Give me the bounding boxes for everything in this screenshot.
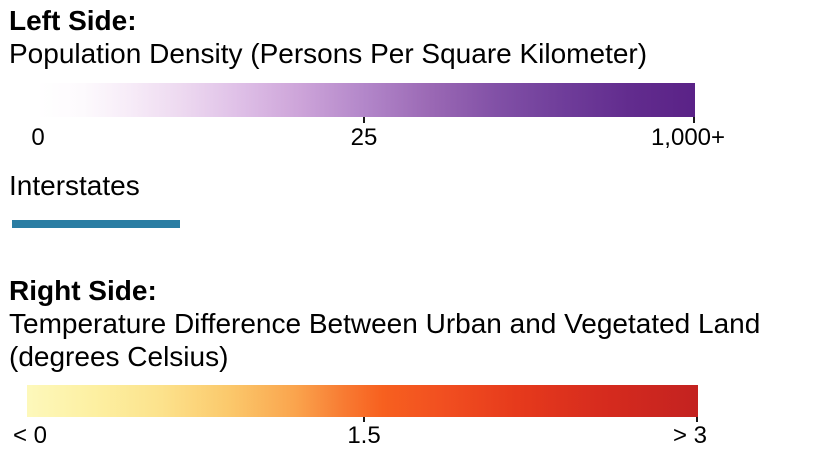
temperature-colorbar-max-label: > 3 — [672, 422, 708, 449]
temperature-colorbar-max-tick — [696, 417, 698, 422]
temperature-colorbar-mid-tick — [363, 417, 365, 422]
temperature-subtitle-line2: (degrees Celsius) — [9, 341, 229, 372]
temperature-colorbar-min-label: < 0 — [12, 422, 48, 449]
population-colorbar-min-label: 0 — [31, 124, 45, 151]
temperature-colorbar-mid-label: 1.5 — [347, 422, 381, 449]
population-colorbar-mid-tick — [363, 117, 365, 123]
interstate-line-swatch — [12, 220, 180, 228]
population-colorbar-max-tick — [693, 117, 695, 123]
left-side-title: Left Side: — [9, 5, 137, 36]
temperature-subtitle-line1: Temperature Difference Between Urban and… — [9, 308, 761, 339]
population-colorbar-max-label: 1,000+ — [650, 124, 726, 151]
population-density-subtitle: Population Density (Persons Per Square K… — [9, 38, 648, 69]
population-colorbar-mid-label: 25 — [350, 124, 378, 151]
right-side-title: Right Side: — [9, 275, 157, 306]
temperature-difference-colorbar — [27, 385, 698, 422]
interstates-label: Interstates — [9, 170, 140, 201]
population-density-colorbar — [37, 83, 695, 123]
